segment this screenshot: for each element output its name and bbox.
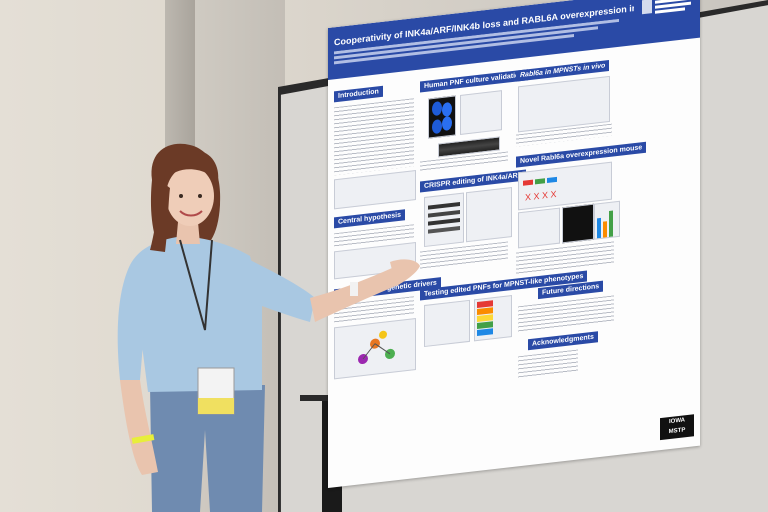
mouse-bar-chart	[594, 200, 620, 240]
mouse-construct-figure: X X X X	[518, 161, 612, 211]
testing-heatmap	[474, 295, 512, 342]
university-logo	[642, 0, 696, 26]
crispr-blot	[424, 192, 464, 248]
svg-text:X X X X: X X X X	[525, 189, 556, 203]
board-stand-base	[300, 395, 350, 401]
pathway-diagram	[334, 317, 416, 380]
poster-header: Cooperativity of INK4a/ARF/INK4b loss an…	[328, 0, 700, 81]
research-poster: Cooperativity of INK4a/ARF/INK4b loss an…	[328, 0, 700, 488]
cell-image	[428, 95, 456, 139]
